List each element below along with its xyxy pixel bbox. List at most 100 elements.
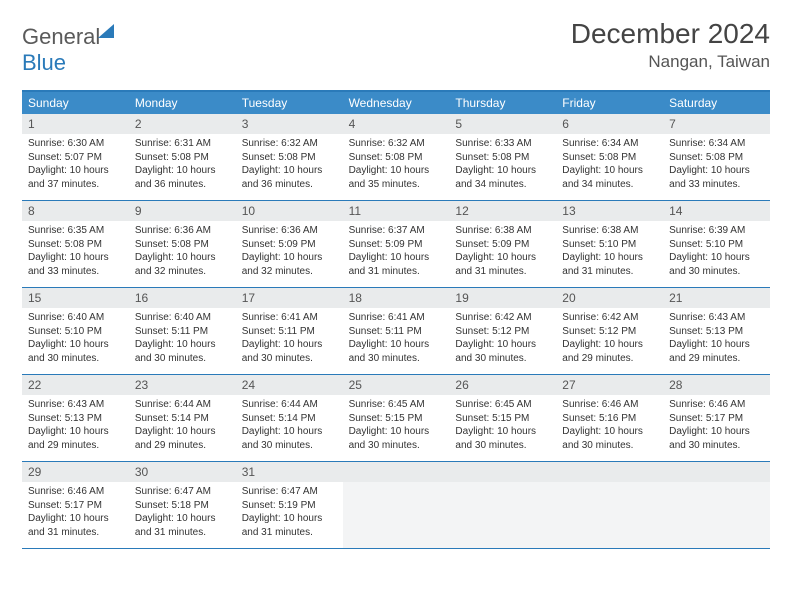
- day-line: Daylight: 10 hours: [28, 512, 123, 526]
- daynum-strip: 293031: [22, 462, 770, 482]
- day-number: 15: [22, 288, 129, 308]
- day-number: 31: [236, 462, 343, 482]
- day-number: [449, 462, 556, 482]
- day-number: 2: [129, 114, 236, 134]
- day-cell: Sunrise: 6:45 AMSunset: 5:15 PMDaylight:…: [343, 395, 450, 461]
- day-line: Sunset: 5:08 PM: [349, 151, 444, 165]
- day-line: Sunset: 5:14 PM: [135, 412, 230, 426]
- day-cell: Sunrise: 6:44 AMSunset: 5:14 PMDaylight:…: [129, 395, 236, 461]
- day-number: 27: [556, 375, 663, 395]
- day-line: and 29 minutes.: [28, 439, 123, 453]
- week-row: 15161718192021Sunrise: 6:40 AMSunset: 5:…: [22, 288, 770, 375]
- day-line: Daylight: 10 hours: [242, 512, 337, 526]
- day-line: Daylight: 10 hours: [135, 251, 230, 265]
- week-row: 293031Sunrise: 6:46 AMSunset: 5:17 PMDay…: [22, 462, 770, 549]
- day-line: Sunset: 5:13 PM: [28, 412, 123, 426]
- day-line: Sunrise: 6:36 AM: [135, 224, 230, 238]
- day-line: Sunset: 5:16 PM: [562, 412, 657, 426]
- day-line: Daylight: 10 hours: [28, 251, 123, 265]
- day-line: and 31 minutes.: [28, 526, 123, 540]
- header: General Blue December 2024 Nangan, Taiwa…: [22, 18, 770, 76]
- day-line: Sunset: 5:18 PM: [135, 499, 230, 513]
- day-line: Sunset: 5:13 PM: [669, 325, 764, 339]
- day-line: Sunrise: 6:43 AM: [28, 398, 123, 412]
- day-line: Sunset: 5:08 PM: [669, 151, 764, 165]
- week-row: 891011121314Sunrise: 6:35 AMSunset: 5:08…: [22, 201, 770, 288]
- day-line: and 30 minutes.: [135, 352, 230, 366]
- day-number: 28: [663, 375, 770, 395]
- day-line: and 30 minutes.: [455, 352, 550, 366]
- day-cell: Sunrise: 6:31 AMSunset: 5:08 PMDaylight:…: [129, 134, 236, 200]
- dow-label: Friday: [556, 92, 663, 114]
- day-cell: Sunrise: 6:36 AMSunset: 5:08 PMDaylight:…: [129, 221, 236, 287]
- day-line: and 32 minutes.: [242, 265, 337, 279]
- day-line: Sunset: 5:11 PM: [242, 325, 337, 339]
- day-line: Sunrise: 6:31 AM: [135, 137, 230, 151]
- dow-label: Saturday: [663, 92, 770, 114]
- day-line: and 33 minutes.: [28, 265, 123, 279]
- day-cell: Sunrise: 6:44 AMSunset: 5:14 PMDaylight:…: [236, 395, 343, 461]
- title-month: December 2024: [571, 18, 770, 50]
- day-cell: Sunrise: 6:46 AMSunset: 5:16 PMDaylight:…: [556, 395, 663, 461]
- day-line: Daylight: 10 hours: [455, 425, 550, 439]
- day-line: and 31 minutes.: [242, 526, 337, 540]
- dow-label: Thursday: [449, 92, 556, 114]
- day-line: Sunrise: 6:44 AM: [242, 398, 337, 412]
- day-line: Sunrise: 6:34 AM: [562, 137, 657, 151]
- day-cell: [449, 482, 556, 548]
- day-line: Sunrise: 6:46 AM: [669, 398, 764, 412]
- day-line: Daylight: 10 hours: [135, 425, 230, 439]
- day-line: Sunset: 5:14 PM: [242, 412, 337, 426]
- day-cell: Sunrise: 6:38 AMSunset: 5:10 PMDaylight:…: [556, 221, 663, 287]
- day-number: 8: [22, 201, 129, 221]
- day-cell: Sunrise: 6:37 AMSunset: 5:09 PMDaylight:…: [343, 221, 450, 287]
- day-cell: Sunrise: 6:41 AMSunset: 5:11 PMDaylight:…: [343, 308, 450, 374]
- day-line: and 29 minutes.: [135, 439, 230, 453]
- day-line: Sunrise: 6:37 AM: [349, 224, 444, 238]
- logo-text: General Blue: [22, 24, 114, 76]
- day-number: 1: [22, 114, 129, 134]
- day-line: Sunrise: 6:46 AM: [28, 485, 123, 499]
- day-line: and 30 minutes.: [349, 439, 444, 453]
- dow-label: Wednesday: [343, 92, 450, 114]
- day-line: and 30 minutes.: [669, 439, 764, 453]
- day-line: Sunrise: 6:44 AM: [135, 398, 230, 412]
- day-number: 30: [129, 462, 236, 482]
- day-line: Daylight: 10 hours: [28, 425, 123, 439]
- day-line: and 30 minutes.: [242, 352, 337, 366]
- day-line: Sunset: 5:12 PM: [455, 325, 550, 339]
- daynum-strip: 891011121314: [22, 201, 770, 221]
- day-cell: Sunrise: 6:35 AMSunset: 5:08 PMDaylight:…: [22, 221, 129, 287]
- day-number: 20: [556, 288, 663, 308]
- day-number: 6: [556, 114, 663, 134]
- day-cell: Sunrise: 6:32 AMSunset: 5:08 PMDaylight:…: [236, 134, 343, 200]
- day-line: and 35 minutes.: [349, 178, 444, 192]
- day-line: Sunset: 5:08 PM: [135, 238, 230, 252]
- day-number: 5: [449, 114, 556, 134]
- day-line: Daylight: 10 hours: [349, 164, 444, 178]
- day-line: Sunrise: 6:47 AM: [242, 485, 337, 499]
- day-line: Sunrise: 6:39 AM: [669, 224, 764, 238]
- day-line: Daylight: 10 hours: [349, 251, 444, 265]
- week-row: 1234567Sunrise: 6:30 AMSunset: 5:07 PMDa…: [22, 114, 770, 201]
- day-line: and 34 minutes.: [455, 178, 550, 192]
- day-line: Sunset: 5:10 PM: [669, 238, 764, 252]
- day-line: Sunset: 5:15 PM: [455, 412, 550, 426]
- day-number: 3: [236, 114, 343, 134]
- day-line: and 30 minutes.: [28, 352, 123, 366]
- day-line: Sunrise: 6:42 AM: [562, 311, 657, 325]
- day-line: Daylight: 10 hours: [349, 425, 444, 439]
- day-line: and 29 minutes.: [562, 352, 657, 366]
- day-line: Daylight: 10 hours: [242, 425, 337, 439]
- week-row: 22232425262728Sunrise: 6:43 AMSunset: 5:…: [22, 375, 770, 462]
- day-cell: Sunrise: 6:38 AMSunset: 5:09 PMDaylight:…: [449, 221, 556, 287]
- day-line: Sunset: 5:10 PM: [28, 325, 123, 339]
- day-line: Daylight: 10 hours: [242, 338, 337, 352]
- day-line: Sunset: 5:12 PM: [562, 325, 657, 339]
- day-line: and 36 minutes.: [135, 178, 230, 192]
- logo-triangle-icon: [98, 24, 114, 38]
- day-cell: Sunrise: 6:41 AMSunset: 5:11 PMDaylight:…: [236, 308, 343, 374]
- day-line: Sunrise: 6:32 AM: [349, 137, 444, 151]
- day-line: Sunrise: 6:41 AM: [242, 311, 337, 325]
- day-line: and 31 minutes.: [562, 265, 657, 279]
